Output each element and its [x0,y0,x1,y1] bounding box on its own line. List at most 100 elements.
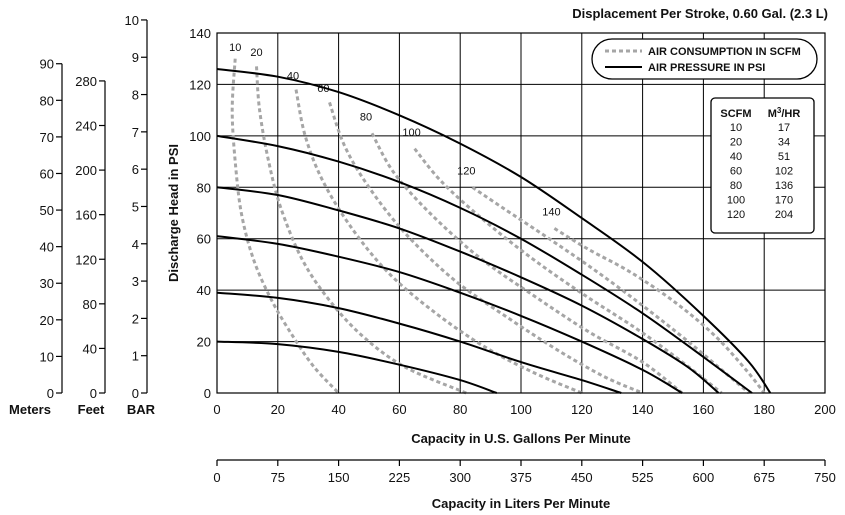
x-tick-10: 200 [814,402,836,417]
axis-1-tick-1: 40 [83,341,97,356]
table-scfm-1: 20 [730,137,742,149]
table-scfm-5: 100 [727,195,745,207]
pressure-curve-4 [216,291,622,394]
axis-1-tick-6: 240 [75,119,97,134]
table-m3hr-1: 34 [778,137,790,149]
axis-2-tick-5: 5 [132,199,139,214]
axis-0-tick-2: 20 [40,313,54,328]
air-curve-label-140: 140 [542,207,560,219]
air-curve-120 [471,186,750,395]
lpm-tick-1: 75 [271,470,285,485]
air-curve-60 [328,101,644,395]
y-tick-0: 0 [204,386,211,401]
axis-0-tick-8: 80 [40,93,54,108]
x-tick-8: 160 [693,402,715,417]
x-tick-7: 140 [632,402,654,417]
x-tick-9: 180 [753,402,775,417]
axis-1-label: Feet [78,402,105,417]
air-curve-label-80: 80 [360,111,372,123]
axis-0-tick-1: 10 [40,349,54,364]
table-scfm-3: 60 [730,166,742,178]
axis-1-tick-5: 200 [75,163,97,178]
x-tick-3: 60 [392,402,406,417]
x-tick-5: 100 [510,402,532,417]
pressure-curve-2 [216,186,720,394]
lpm-tick-4: 300 [449,470,471,485]
table-scfm-4: 80 [730,180,742,192]
air-curve-10 [230,58,340,395]
axis-2-tick-2: 2 [132,311,139,326]
pressure-curve-1 [216,134,753,394]
axis-2-tick-4: 4 [132,237,139,252]
unit-conversion-axes: 0102030405060708090Meters040801201602002… [9,13,156,417]
lpm-tick-0: 0 [213,470,220,485]
y-tick-4: 80 [197,180,211,195]
axis-2-tick-10: 10 [125,13,139,28]
lpm-tick-7: 525 [632,470,654,485]
x-tick-2: 40 [331,402,345,417]
axis-1-tick-4: 160 [75,208,97,223]
table-scfm-2: 40 [730,151,742,163]
pressure-curve-5 [216,340,498,394]
axis-0-tick-6: 60 [40,166,54,181]
table-m3hr-0: 17 [778,122,790,134]
x-tick-6: 120 [571,402,593,417]
y-tick-2: 40 [197,283,211,298]
lpm-tick-10: 750 [814,470,836,485]
table-header-m3hr: M3/HR [768,106,801,121]
axis-2-tick-7: 7 [132,125,139,140]
x-tick-1: 20 [271,402,285,417]
x-tick-4: 80 [453,402,467,417]
air-curve-label-20: 20 [250,47,262,59]
axis-0-tick-9: 90 [40,57,54,72]
table-m3hr-2: 51 [778,151,790,163]
air-consumption-curves: 10 20 40 60 80 100 120 140 [229,42,766,395]
axis-2-tick-3: 3 [132,274,139,289]
air-pressure-curves [216,68,772,394]
axis-1-tick-0: 0 [90,386,97,401]
lpm-tick-5: 375 [510,470,532,485]
axis-0-label: Meters [9,402,51,417]
lpm-tick-3: 225 [389,470,411,485]
lpm-axis-label: Capacity in Liters Per Minute [432,496,610,511]
air-curve-40 [294,89,583,395]
axis-2-tick-1: 1 [132,349,139,364]
axis-0-tick-5: 50 [40,203,54,218]
pressure-curve-3 [216,235,683,394]
table-scfm-0: 10 [730,122,742,134]
pressure-curve-0 [216,68,772,394]
legend-box [591,38,818,80]
axis-1-tick-3: 120 [75,252,97,267]
y-tick-3: 60 [197,232,211,247]
axis-0-tick-0: 0 [47,386,54,401]
x-tick-0: 0 [213,402,220,417]
table-m3hr-6: 204 [775,209,793,221]
axis-0-tick-3: 30 [40,276,54,291]
y-tick-1: 20 [197,335,211,350]
table-box [710,97,815,234]
x-tick-labels: 0 20 40 60 80 100 120 140 160 180 200 [213,402,835,417]
air-curve-label-10: 10 [229,42,241,54]
y-tick-6: 120 [189,77,211,92]
axis-1-tick-2: 80 [83,297,97,312]
table-header-scfm: SCFM [720,108,751,120]
air-curve-label-100: 100 [402,127,420,139]
air-curve-80 [370,132,684,395]
lpm-tick-6: 450 [571,470,593,485]
table-rows: 10 17 20 34 40 51 60 102 80 136 100 170 120 204 [727,122,793,221]
axis-2-tick-6: 6 [132,162,139,177]
chart-title: Displacement Per Stroke, 0.60 Gal. (2.3 … [572,6,828,21]
axis-2-label: BAR [127,402,156,417]
lpm-tick-2: 150 [328,470,350,485]
legend: AIR CONSUMPTION IN SCFM AIR PRESSURE IN … [591,38,818,80]
legend-pressure-label: AIR PRESSURE IN PSI [648,62,765,74]
table-m3hr-5: 170 [775,195,793,207]
air-curve-140 [553,227,766,394]
axis-0-tick-4: 40 [40,240,54,255]
air-curve-20 [255,66,467,395]
lpm-tick-8: 600 [693,470,715,485]
table-scfm-6: 120 [727,209,745,221]
y-tick-7: 140 [189,26,211,41]
y-tick-5: 100 [189,129,211,144]
